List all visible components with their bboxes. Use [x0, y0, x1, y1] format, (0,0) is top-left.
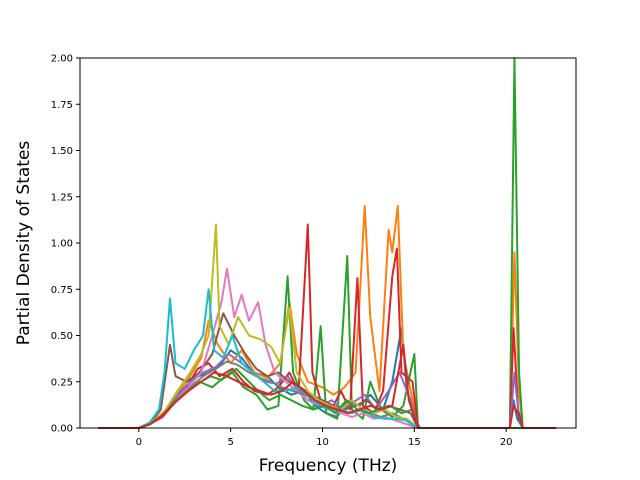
x-tick-label: 10 — [316, 437, 329, 448]
y-tick-label: 0.50 — [51, 331, 73, 342]
plot-frame — [79, 57, 577, 429]
x-tick-label: 15 — [408, 437, 421, 448]
y-tick-label: 0.25 — [51, 377, 73, 388]
x-axis: 0 5 10 15 20 — [136, 428, 513, 448]
series-line-4 — [98, 223, 556, 429]
y-tick-label: 1.25 — [51, 192, 73, 203]
y-tick-label: 0.75 — [51, 285, 73, 296]
y-tick-label: 1.50 — [51, 146, 73, 157]
series-line-12 — [98, 343, 556, 429]
series-layer — [98, 57, 556, 429]
series-line-7 — [98, 267, 556, 429]
series-line-11 — [98, 367, 556, 429]
y-tick-label: 0.00 — [51, 424, 73, 435]
y-tick-label: 2.00 — [51, 54, 73, 65]
series-line-10 — [98, 288, 556, 429]
x-axis-label: Frequency (THz) — [259, 456, 398, 476]
x-tick-label: 20 — [500, 437, 513, 448]
x-tick-label: 0 — [136, 437, 142, 448]
y-tick-label: 1.00 — [51, 239, 73, 250]
x-tick-label: 5 — [227, 437, 233, 448]
series-line-2 — [98, 205, 556, 429]
y-axis: 0.00 0.25 0.50 0.75 1.00 1.25 1.50 1.75 2.00 — [51, 54, 80, 435]
y-tick-label: 1.75 — [51, 100, 73, 111]
y-axis-label: Partial Density of States — [14, 141, 34, 346]
series-line-9 — [98, 223, 556, 429]
